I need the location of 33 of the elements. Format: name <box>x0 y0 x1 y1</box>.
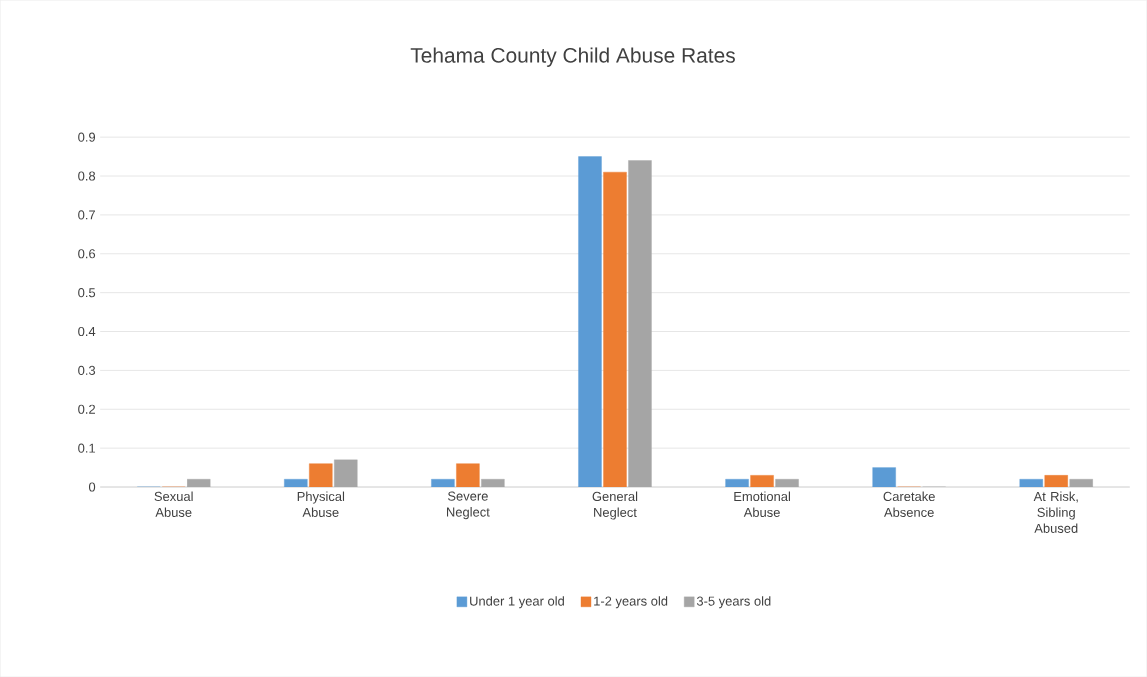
x-tick-label: Sexual Abuse <box>154 491 193 517</box>
legend-label: 1-2 years old <box>594 596 668 609</box>
chart-title: Tehama County Child Abuse Rates <box>410 47 735 67</box>
bar <box>725 478 749 487</box>
bar <box>578 156 602 487</box>
bar <box>1019 478 1043 487</box>
x-tick-label: General Neglect <box>592 491 638 520</box>
y-tick-label: 0.7 <box>78 210 95 220</box>
x-tick-label: Emotional Abuse <box>734 491 790 517</box>
y-tick-label: 0 <box>88 482 96 492</box>
bar <box>334 459 358 487</box>
bar <box>187 478 211 487</box>
x-tick-label: Physical Abuse <box>297 491 345 517</box>
y-tick-label: 0.1 <box>78 443 96 453</box>
y-tick-label: 0.2 <box>78 404 95 414</box>
bar <box>775 478 799 487</box>
bar <box>431 478 455 487</box>
legend-label: 3-5 years old <box>696 596 771 609</box>
y-tick-label: 0.3 <box>78 365 96 375</box>
y-tick-label: 0.4 <box>78 326 96 337</box>
bar <box>628 160 652 487</box>
bar <box>284 478 308 487</box>
bar <box>872 467 896 487</box>
x-tick-label: Caretake Absence <box>883 491 935 517</box>
y-tick-label: 0.8 <box>78 171 96 181</box>
bar <box>481 478 505 487</box>
x-tick-label: Severe Neglect <box>447 491 490 520</box>
y-tick-label: 0.6 <box>78 249 96 259</box>
x-tick-label: At Risk, Sibling Abused <box>1033 491 1078 533</box>
legend-label: Under 1 year old <box>470 596 564 609</box>
y-tick-label: 0.5 <box>78 287 96 298</box>
bar <box>1069 478 1093 487</box>
y-tick-label: 0.9 <box>78 132 96 142</box>
